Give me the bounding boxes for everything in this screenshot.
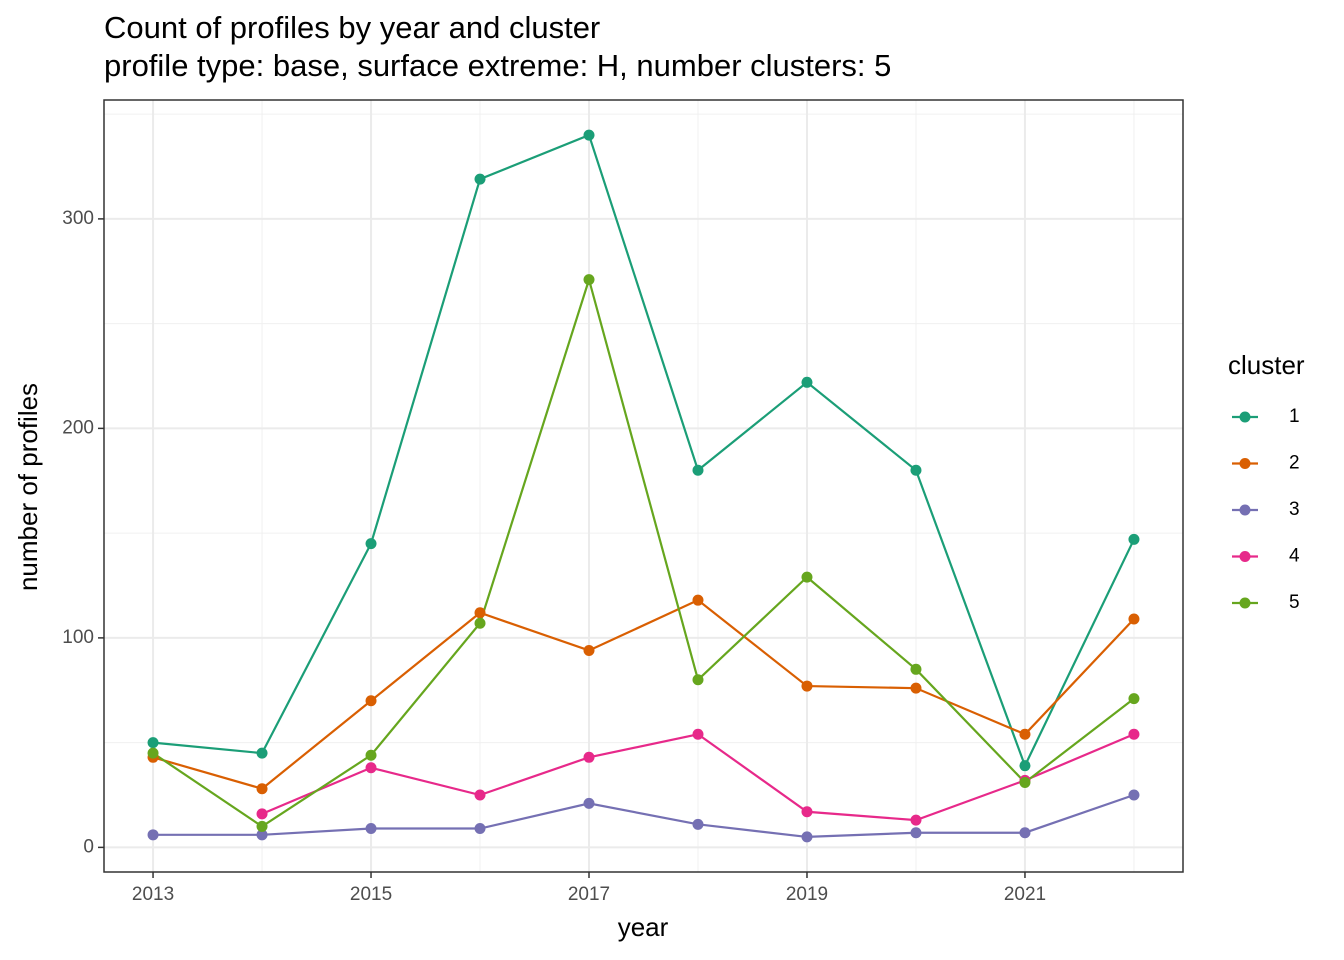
point <box>474 789 486 801</box>
legend-label: 3 <box>1289 499 1300 520</box>
point <box>256 820 268 832</box>
y-tick-label: 300 <box>62 208 94 229</box>
point <box>147 737 159 749</box>
point <box>910 827 922 839</box>
point <box>583 751 595 763</box>
point <box>692 464 704 476</box>
legend-label: 1 <box>1289 406 1300 427</box>
point <box>583 129 595 141</box>
point <box>910 682 922 694</box>
point <box>801 680 813 692</box>
point <box>1128 613 1140 625</box>
point <box>365 823 377 835</box>
legend-key-point <box>1239 551 1251 562</box>
point <box>147 829 159 841</box>
legend-label: 4 <box>1289 546 1300 567</box>
series-line <box>152 133 1135 769</box>
point <box>801 806 813 818</box>
point <box>256 808 268 820</box>
y-tick-label: 200 <box>62 417 94 438</box>
legend-key-point <box>1239 458 1251 469</box>
point <box>256 829 268 841</box>
y-tick-label: 0 <box>83 836 94 857</box>
point <box>910 814 922 826</box>
point <box>1019 728 1031 740</box>
point <box>692 818 704 830</box>
point <box>474 607 486 619</box>
point <box>474 173 486 185</box>
point <box>1128 533 1140 545</box>
point <box>1019 760 1031 772</box>
point <box>1128 789 1140 801</box>
chart-title: Count of profiles by year and cluster <box>104 10 600 45</box>
point <box>365 762 377 774</box>
legend-key-point <box>1239 504 1251 516</box>
x-tick-label: 2017 <box>568 884 610 905</box>
point <box>583 797 595 809</box>
legend-title: cluster <box>1228 350 1305 380</box>
point <box>1019 776 1031 788</box>
x-tick-label: 2021 <box>1004 884 1046 905</box>
point <box>801 831 813 843</box>
x-tick-label: 2013 <box>132 884 174 905</box>
point <box>1128 693 1140 705</box>
point <box>910 663 922 675</box>
legend-key-point <box>1239 597 1251 609</box>
point <box>583 274 595 286</box>
point <box>692 674 704 686</box>
point <box>256 747 268 759</box>
point <box>365 538 377 550</box>
x-tick-label: 2015 <box>350 884 392 905</box>
legend-label: 2 <box>1289 453 1300 474</box>
point <box>256 783 268 795</box>
point <box>474 617 486 629</box>
point <box>365 749 377 761</box>
point <box>147 747 159 759</box>
panel-border <box>103 99 1184 873</box>
legend-key-point <box>1239 411 1251 423</box>
chart-subtitle: profile type: base, surface extreme: H, … <box>104 48 891 83</box>
point <box>801 571 813 583</box>
point <box>692 594 704 606</box>
y-axis-label: number of profiles <box>13 383 43 591</box>
point <box>1019 827 1031 839</box>
point <box>692 728 704 740</box>
series-line <box>152 275 1135 828</box>
point <box>1128 728 1140 740</box>
x-axis-label: year <box>618 912 669 942</box>
point <box>910 464 922 476</box>
point <box>365 695 377 707</box>
x-tick-label: 2019 <box>786 884 828 905</box>
point <box>801 376 813 388</box>
legend-label: 5 <box>1289 592 1300 613</box>
series-line <box>152 598 1135 790</box>
series-line <box>153 793 1135 839</box>
y-tick-label: 100 <box>62 627 94 648</box>
point <box>474 823 486 835</box>
point <box>583 644 595 656</box>
